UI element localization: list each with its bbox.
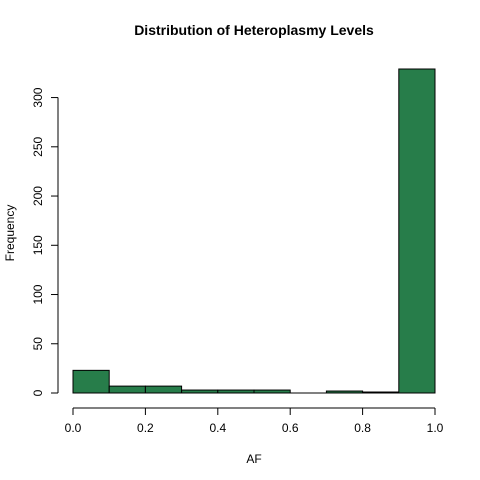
histogram-bar bbox=[181, 389, 219, 394]
histogram-bar bbox=[72, 369, 110, 394]
y-tick-label: 50 bbox=[31, 337, 45, 351]
chart-title: Distribution of Heteroplasmy Levels bbox=[134, 22, 374, 38]
y-tick-label: 300 bbox=[31, 87, 45, 107]
y-tick-label: 0 bbox=[31, 389, 45, 396]
histogram-bar bbox=[325, 390, 364, 394]
histogram-bar bbox=[144, 385, 183, 394]
histogram-bar bbox=[362, 391, 400, 394]
y-tick-label: 100 bbox=[31, 284, 45, 304]
x-tick-label: 0.4 bbox=[209, 421, 226, 435]
x-tick-label: 0.2 bbox=[137, 421, 154, 435]
y-axis: 0 50 100 150 200 250 300 bbox=[31, 87, 59, 396]
x-tick-label: 0.6 bbox=[282, 421, 299, 435]
histogram-bar bbox=[108, 385, 146, 394]
x-axis-label: AF bbox=[246, 452, 261, 466]
histogram-bar bbox=[217, 389, 255, 394]
x-tick-label: 0.0 bbox=[65, 421, 82, 435]
x-tick-label: 1.0 bbox=[427, 421, 444, 435]
x-axis: 0.0 0.2 0.4 0.6 0.8 1.0 bbox=[65, 407, 444, 435]
bars-group bbox=[72, 68, 436, 394]
y-tick-label: 150 bbox=[31, 235, 45, 255]
y-axis-label: Frequency bbox=[3, 205, 17, 262]
histogram-bar bbox=[253, 389, 291, 394]
y-tick-label: 200 bbox=[31, 186, 45, 206]
x-tick-label: 0.8 bbox=[354, 421, 371, 435]
y-tick-label: 250 bbox=[31, 136, 45, 156]
histogram-bar bbox=[398, 68, 436, 394]
